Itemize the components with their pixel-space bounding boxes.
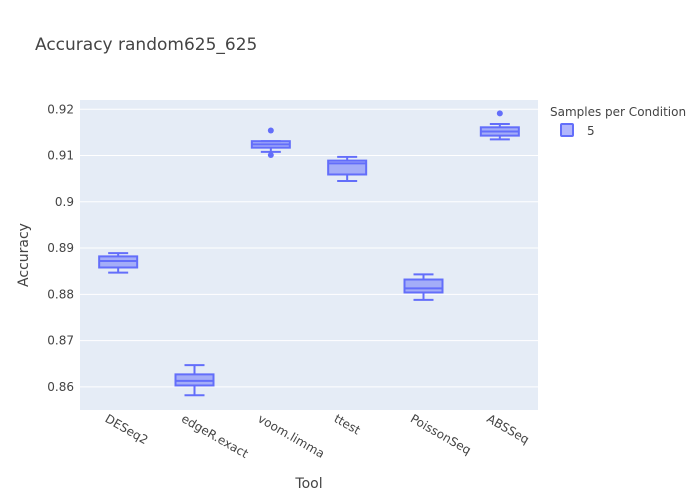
y-tick-label: 0.92 bbox=[47, 102, 74, 116]
x-axis-title: Tool bbox=[294, 476, 322, 492]
outlier-point bbox=[267, 127, 274, 134]
box-ttest bbox=[327, 155, 368, 182]
legend-swatch[interactable] bbox=[560, 123, 574, 137]
chart-title: Accuracy random625_625 bbox=[35, 35, 257, 55]
box-absseq bbox=[479, 110, 520, 141]
y-tick-label: 0.88 bbox=[47, 287, 74, 301]
iqr-box bbox=[403, 278, 444, 294]
box-poissonseq bbox=[403, 273, 444, 301]
legend: Samples per Condition 5 bbox=[550, 105, 686, 138]
grid-lines bbox=[80, 108, 538, 388]
plot-area bbox=[80, 100, 538, 410]
y-tick-label: 0.9 bbox=[55, 195, 74, 209]
y-axis-title: Accuracy bbox=[16, 223, 32, 287]
y-tick-label: 0.86 bbox=[47, 380, 74, 394]
y-tick-label: 0.91 bbox=[47, 149, 74, 163]
legend-title: Samples per Condition bbox=[550, 105, 686, 119]
box-voom-limma bbox=[250, 127, 291, 159]
box-deseq2 bbox=[98, 252, 139, 274]
y-tick-label: 0.87 bbox=[47, 334, 74, 348]
outlier-point bbox=[496, 110, 503, 117]
legend-item-label[interactable]: 5 bbox=[587, 124, 595, 138]
y-tick-labels: 0.86 0.87 0.88 0.89 0.9 0.91 0.92 bbox=[47, 102, 74, 394]
outlier-point bbox=[267, 152, 274, 159]
y-tick-label: 0.89 bbox=[47, 241, 74, 255]
box-edger-exact bbox=[174, 364, 215, 397]
box-series bbox=[98, 110, 520, 397]
